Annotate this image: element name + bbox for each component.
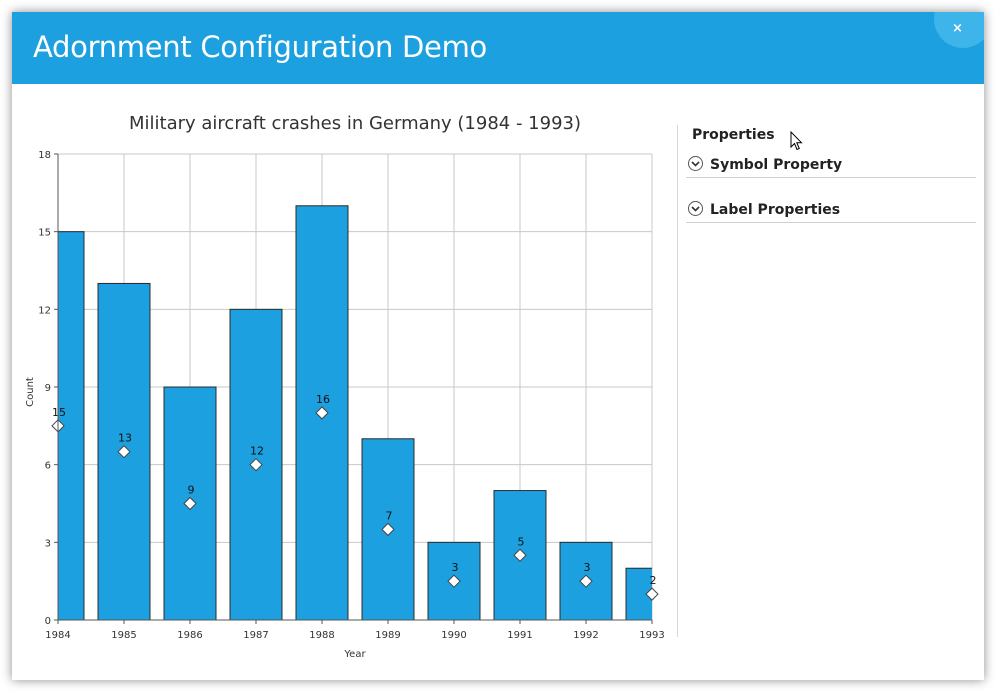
x-axis-title: Year (343, 649, 366, 660)
x-tick-label: 1990 (441, 630, 466, 641)
data-symbol-diamond (579, 574, 593, 588)
data-label: 12 (250, 445, 264, 458)
bar-chart: Military aircraft crashes in Germany (19… (25, 113, 665, 660)
data-label: 16 (316, 393, 330, 406)
data-label: 3 (584, 561, 591, 574)
close-button[interactable]: × (934, 12, 984, 48)
data-label: 3 (452, 561, 459, 574)
x-tick-label: 1989 (375, 630, 400, 641)
y-tick-label: 18 (38, 150, 51, 161)
data-label: 7 (386, 509, 393, 522)
y-tick-label: 0 (45, 616, 51, 627)
data-symbol-diamond (117, 445, 131, 459)
data-symbol-diamond (315, 406, 329, 420)
y-axis-title: Count (25, 377, 36, 407)
data-symbol-diamond (249, 457, 263, 472)
y-tick-label: 6 (45, 461, 51, 472)
data-label: 5 (518, 535, 525, 548)
x-tick-label: 1993 (639, 630, 664, 641)
dialog-window: Adornment Configuration Demo × Military … (12, 12, 984, 680)
data-label: 2 (650, 574, 657, 587)
data-symbol-diamond (645, 587, 659, 601)
properties-title: Properties (692, 127, 775, 143)
mouse-cursor-icon (790, 131, 803, 151)
data-label: 13 (118, 432, 132, 445)
data-symbol-diamond (381, 522, 395, 537)
data-symbol-diamond (513, 548, 527, 562)
data-label: 9 (188, 484, 195, 497)
chart-title: Military aircraft crashes in Germany (19… (129, 113, 581, 134)
chart-area: Military aircraft crashes in Germany (19… (12, 84, 680, 680)
close-icon: × (952, 21, 963, 36)
chevron-down-icon (688, 156, 703, 171)
y-tick-label: 12 (38, 305, 51, 316)
x-tick-label: 1984 (45, 630, 70, 641)
chevron-down-icon (688, 201, 703, 216)
label-properties-expander[interactable]: Label Properties (686, 178, 976, 223)
window-title: Adornment Configuration Demo (33, 30, 487, 64)
x-tick-label: 1991 (507, 630, 532, 641)
panel-divider (677, 125, 678, 637)
x-tick-label: 1988 (309, 630, 334, 641)
x-tick-label: 1987 (243, 630, 268, 641)
y-tick-label: 3 (45, 538, 51, 549)
y-tick-label: 15 (38, 228, 51, 239)
x-tick-label: 1985 (111, 630, 136, 641)
title-bar: Adornment Configuration Demo × (12, 12, 984, 84)
data-symbol-diamond (447, 574, 461, 588)
y-tick-label: 9 (45, 383, 51, 394)
x-tick-label: 1986 (177, 630, 202, 641)
symbol-property-expander[interactable]: Symbol Property (686, 133, 976, 178)
x-tick-label: 1992 (573, 630, 598, 641)
label-properties-label: Label Properties (710, 202, 841, 218)
symbol-property-label: Symbol Property (710, 157, 843, 173)
data-symbol-diamond (183, 496, 197, 511)
data-label: 15 (52, 406, 66, 419)
